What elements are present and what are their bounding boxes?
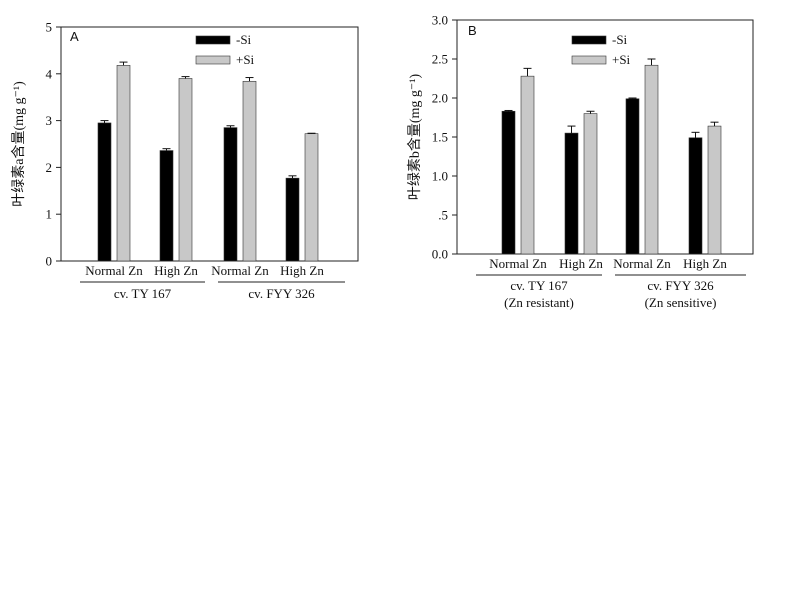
bar-plus-si [116,65,131,262]
bar-plus-si [707,125,722,255]
legend-entry: +Si [612,52,631,67]
group-label: cv. TY 167 [510,278,568,293]
y-tick-label: .5 [438,208,448,223]
category-label: High Zn [154,263,198,278]
bar-plus-si [520,75,535,255]
category-label: High Zn [683,256,727,271]
panel-label: B [468,23,477,38]
bar-minus-si [223,127,238,262]
panel-label: A [70,29,79,44]
y-tick-label: 2.0 [432,91,448,106]
group-sublabel: (Zn resistant) [504,295,574,310]
bar-plus-si [583,113,598,255]
y-tick-label: 5 [46,20,53,35]
y-tick-label: 0 [46,254,53,269]
category-label: High Zn [280,263,324,278]
y-tick-label: 1.0 [432,169,448,184]
y-tick-label: 4 [46,66,53,81]
category-label: High Zn [559,256,603,271]
group-label: cv. FYY 326 [647,278,714,293]
chart-panel-b: 0.0 .5 1.0 1.5 2.0 2.5 3.0 叶绿素b含量(mg g⁻¹) B Norma… [407,13,754,310]
y-tick-label: 3.0 [432,13,448,28]
y-tick-label: 2.5 [432,52,448,67]
category-label: Normal Zn [489,256,547,271]
bar-plus-si [242,80,257,262]
legend-swatch [571,55,607,65]
category-label: Normal Zn [211,263,269,278]
bar-minus-si [564,132,579,255]
y-axis-label: 叶绿素a含量(mg g⁻¹) [11,81,27,207]
group-label: cv. TY 167 [114,286,172,301]
y-tick-label: 0.0 [432,247,448,262]
legend-swatch [571,35,607,45]
legend-swatch [195,35,231,45]
bar-minus-si [501,110,516,255]
group-label: cv. FYY 326 [248,286,315,301]
category-label: Normal Zn [613,256,671,271]
legend-entry: -Si [612,32,628,47]
legend-swatch [195,55,231,65]
y-axis-label: 叶绿素b含量(mg g⁻¹) [407,74,423,201]
bar-minus-si [688,137,703,255]
legend-entry: +Si [236,52,255,67]
y-tick-label: 3 [46,113,53,128]
bar-minus-si [159,150,174,262]
plot-frame [60,26,359,262]
group-sublabel: (Zn sensitive) [645,295,717,310]
bar-minus-si [625,98,640,255]
y-tick-label: 1.5 [432,130,448,145]
bar-plus-si [178,78,193,262]
legend-entry: -Si [236,32,252,47]
chart-panel-a: 0 1 2 3 4 5 叶绿素a含量(mg g⁻¹) A Normal Zn High Zn Nor… [11,20,359,301]
bar-plus-si [304,133,319,262]
bar-minus-si [97,122,112,262]
bar-minus-si [285,177,300,262]
category-label: Normal Zn [85,263,143,278]
y-tick-label: 1 [46,207,53,222]
y-tick-label: 2 [46,160,53,175]
bar-plus-si [644,64,659,255]
